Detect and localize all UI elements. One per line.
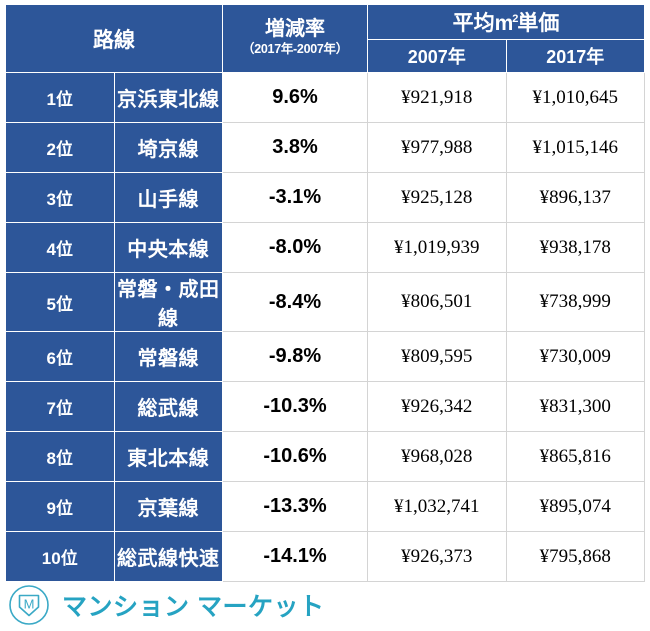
table-row: 3位 山手線 -3.1% ¥925,128 ¥896,137 [5, 172, 645, 223]
table-row: 5位 常磐・成田線 -8.4% ¥806,501 ¥738,999 [5, 272, 645, 332]
row-price-2017-cell: ¥1,010,645 [505, 72, 645, 123]
row-price-2017-cell: ¥738,999 [505, 272, 645, 332]
row-change-rate-cell: -10.6% [222, 431, 368, 482]
row-price-2017-cell: ¥865,816 [505, 431, 645, 482]
row-change-rate-cell: -8.4% [222, 272, 368, 332]
table-row: 10位 総武線快速 -14.1% ¥926,373 ¥795,868 [5, 531, 645, 582]
row-rank-cell: 8位 [5, 431, 115, 482]
row-route-cell: 京葉線 [113, 481, 223, 532]
row-price-2007-cell: ¥1,019,939 [367, 222, 507, 273]
row-price-2007-cell: ¥926,342 [367, 381, 507, 432]
table-header: 路線 増減率 （2017年-2007年） 平均m2単価 2007年 2017年 [5, 4, 645, 73]
table-row: 7位 総武線 -10.3% ¥926,342 ¥831,300 [5, 381, 645, 432]
row-price-2007-cell: ¥925,128 [367, 172, 507, 223]
table-row: 1位 京浜東北線 9.6% ¥921,918 ¥1,010,645 [5, 72, 645, 123]
ranking-table: 路線 増減率 （2017年-2007年） 平均m2単価 2007年 2017年 … [5, 4, 645, 582]
table-row: 9位 京葉線 -13.3% ¥1,032,741 ¥895,074 [5, 481, 645, 532]
row-rank-cell: 1位 [5, 72, 115, 123]
row-price-2017-cell: ¥730,009 [505, 331, 645, 382]
table-row: 4位 中央本線 -8.0% ¥1,019,939 ¥938,178 [5, 222, 645, 273]
table-header-row-secondary: 2007年 2017年 [6, 39, 645, 73]
row-change-rate-cell: -9.8% [222, 331, 368, 382]
row-price-2007-cell: ¥968,028 [367, 431, 507, 482]
row-price-2007-cell: ¥806,501 [367, 272, 507, 332]
row-price-2017-cell: ¥831,300 [505, 381, 645, 432]
svg-text:M: M [24, 597, 35, 612]
row-price-2017-cell: ¥795,868 [505, 531, 645, 582]
row-price-2017-cell: ¥895,074 [505, 481, 645, 532]
row-rank-cell: 7位 [5, 381, 115, 432]
row-route-cell: 総武線快速 [113, 531, 223, 582]
brand-footer: M マンション マーケット [8, 582, 324, 628]
row-price-2017-cell: ¥896,137 [505, 172, 645, 223]
row-rank-cell: 4位 [5, 222, 115, 273]
row-rank-cell: 10位 [5, 531, 115, 582]
table-header-row-primary: 路線 増減率 （2017年-2007年） 平均m2単価 [5, 4, 645, 73]
row-route-cell: 常磐・成田線 [113, 272, 223, 332]
brand-name: マンション マーケット [62, 593, 325, 621]
column-header-change-rate-sub: （2017年-2007年） [242, 42, 348, 57]
column-header-change-rate-main: 増減率 [265, 18, 325, 41]
row-route-cell: 常磐線 [113, 331, 223, 382]
table-row: 8位 東北本線 -10.6% ¥968,028 ¥865,816 [5, 431, 645, 482]
row-price-2007-cell: ¥926,373 [367, 531, 507, 582]
row-price-2017-cell: ¥1,015,146 [505, 122, 645, 173]
row-route-cell: 山手線 [113, 172, 223, 223]
row-rank-cell: 3位 [5, 172, 115, 223]
row-rank-cell: 9位 [5, 481, 115, 532]
row-change-rate-cell: 3.8% [222, 122, 368, 173]
row-price-2007-cell: ¥977,988 [367, 122, 507, 173]
row-route-cell: 中央本線 [113, 222, 223, 273]
row-change-rate-cell: -13.3% [222, 481, 368, 532]
table-body: 1位 京浜東北線 9.6% ¥921,918 ¥1,010,645 2位 埼京線 3.8% ¥9… [5, 72, 645, 582]
row-change-rate-cell: -14.1% [222, 531, 368, 582]
column-header-change-rate: 増減率 （2017年-2007年） [222, 4, 368, 73]
row-price-2007-cell: ¥921,918 [367, 72, 507, 123]
row-price-2007-cell: ¥809,595 [367, 331, 507, 382]
row-route-cell: 京浜東北線 [113, 72, 223, 123]
table-row: 2位 埼京線 3.8% ¥977,988 ¥1,015,146 [5, 122, 645, 173]
column-header-route: 路線 [5, 4, 223, 73]
row-price-2017-cell: ¥938,178 [505, 222, 645, 273]
shield-m-in-circle-icon: M [8, 584, 50, 626]
row-change-rate-cell: -10.3% [222, 381, 368, 432]
column-header-year-2007: 2007年 [367, 39, 507, 73]
column-header-average-unit-price: 平均m2単価 [367, 4, 645, 40]
row-rank-cell: 5位 [5, 272, 115, 332]
row-route-cell: 埼京線 [113, 122, 223, 173]
row-change-rate-cell: -3.1% [222, 172, 368, 223]
column-header-average-unit-price-label: 平均m2単価 [452, 12, 560, 35]
column-header-year-2017: 2017年 [505, 39, 645, 73]
row-change-rate-cell: 9.6% [222, 72, 368, 123]
row-route-cell: 東北本線 [113, 431, 223, 482]
table-row: 6位 常磐線 -9.8% ¥809,595 ¥730,009 [5, 331, 645, 382]
row-change-rate-cell: -8.0% [222, 222, 368, 273]
row-price-2007-cell: ¥1,032,741 [367, 481, 507, 532]
row-rank-cell: 2位 [5, 122, 115, 173]
row-rank-cell: 6位 [5, 331, 115, 382]
row-route-cell: 総武線 [113, 381, 223, 432]
